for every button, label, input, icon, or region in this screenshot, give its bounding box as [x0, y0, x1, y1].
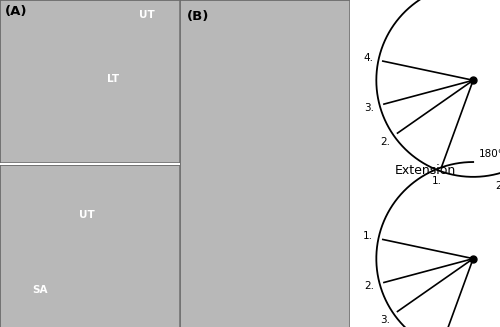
Text: (B): (B) — [187, 10, 210, 23]
Text: 1.: 1. — [363, 232, 373, 241]
Text: 3.: 3. — [364, 103, 374, 113]
Text: 3.: 3. — [380, 315, 390, 325]
Text: 1.: 1. — [432, 176, 442, 186]
Text: 20°: 20° — [496, 181, 500, 191]
Text: UT: UT — [140, 10, 155, 20]
Text: 180°: 180° — [479, 149, 500, 159]
Text: (A): (A) — [6, 5, 28, 18]
Text: 2.: 2. — [364, 281, 374, 291]
Text: 4.: 4. — [363, 53, 373, 63]
Text: 2.: 2. — [380, 137, 390, 146]
Text: UT: UT — [78, 211, 94, 220]
Text: SA: SA — [32, 285, 48, 295]
Title: Extension: Extension — [395, 164, 456, 177]
Text: LT: LT — [108, 75, 120, 84]
